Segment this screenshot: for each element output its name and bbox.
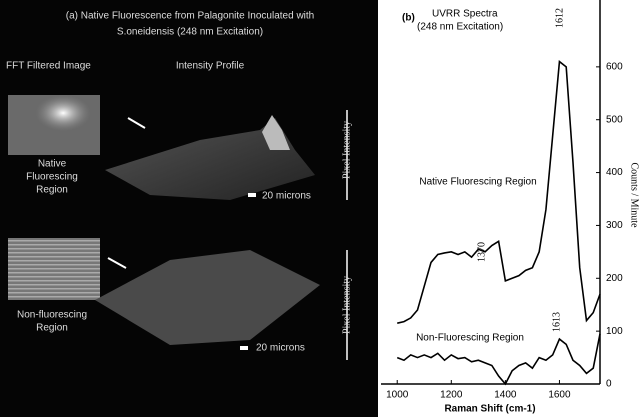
panel-a-content: (a) Native Fluorescence from Palagonite …	[6, 11, 352, 360]
x-tick-label: 1600	[548, 390, 571, 401]
peak-label: 1613	[551, 312, 562, 332]
peak	[262, 115, 290, 150]
scale-label: 20 microns	[256, 343, 305, 354]
y-tick-label: 100	[606, 326, 623, 337]
x-axis-label: Raman Shift (cm-1)	[444, 404, 535, 415]
scale-bar	[248, 193, 256, 197]
region-label: Non-fluorescing	[17, 310, 87, 321]
panel-a	[0, 0, 378, 417]
chart-subtitle: (248 nm Excitation)	[417, 22, 503, 33]
y-tick-label: 0	[606, 379, 612, 390]
panel-label: (b)	[402, 13, 415, 24]
image-spot	[8, 95, 100, 155]
y-tick-label: 500	[606, 114, 623, 125]
axis-label: Pixel Intensity	[341, 121, 352, 179]
series-label: Native Fluorescing Region	[419, 177, 536, 188]
arrow	[107, 257, 127, 269]
header: FFT Filtered Image	[6, 61, 91, 72]
y-tick-label: 200	[606, 273, 623, 284]
surface	[105, 118, 315, 200]
region-label: Native	[38, 159, 67, 170]
title: (a) Native Fluorescence from Palagonite …	[66, 11, 314, 22]
x-tick-label: 1000	[386, 390, 409, 401]
scale-bar	[240, 346, 248, 350]
x-tick-label: 1200	[440, 390, 463, 401]
surface	[95, 250, 320, 345]
scale-label: 20 microns	[262, 191, 311, 202]
peak-label: 1612	[554, 8, 565, 28]
axis-label: Pixel Intensity	[341, 276, 352, 334]
x-tick-label: 1400	[494, 390, 517, 401]
chart-title: UVRR Spectra	[432, 9, 498, 20]
series-line	[397, 60, 601, 324]
y-tick-label: 600	[606, 61, 623, 72]
panel-b: (b) UVRR Spectra (248 nm Excitation) Ram…	[402, 9, 640, 415]
region-label: Region	[36, 323, 68, 334]
y-axis-label: Counts / Minute	[629, 162, 640, 228]
image	[8, 238, 100, 300]
series-line	[396, 333, 601, 386]
series-label: Non-Fluorescing Region	[416, 333, 524, 344]
peak-label: 1370	[476, 242, 487, 262]
y-tick-label: 400	[606, 167, 623, 178]
y-tick-label: 300	[606, 220, 623, 231]
region-label: Fluorescing	[26, 172, 78, 183]
header: Intensity Profile	[176, 61, 245, 72]
arrow	[127, 117, 146, 129]
region-label: Region	[36, 185, 68, 196]
title: S.oneidensis (248 nm Excitation)	[117, 27, 263, 38]
